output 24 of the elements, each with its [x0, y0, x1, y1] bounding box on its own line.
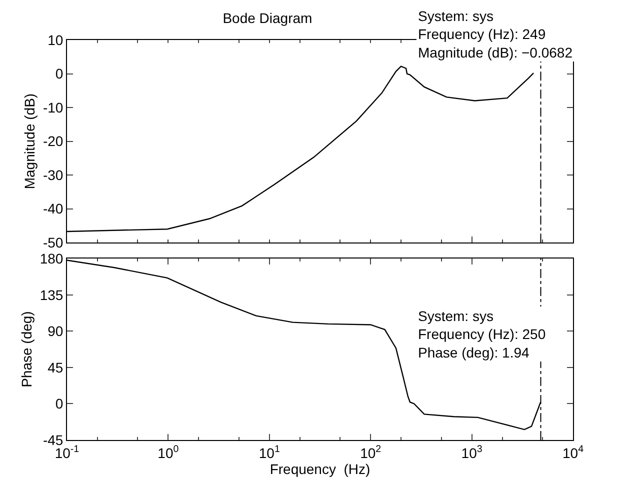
y-tick-label: 10 [48, 32, 64, 48]
x-tick-label: 10$^{4}$ [562, 444, 584, 461]
x-tick-label: 10$^{1}$ [258, 444, 280, 461]
y-tick-label: -30 [42, 166, 64, 183]
y-tick-label: -20 [42, 133, 64, 150]
y-tick-label: 90 [48, 323, 64, 340]
x-tick-label: 10$^{0}$ [158, 444, 180, 461]
x-axis-title: Frequency (Hz) [270, 461, 370, 478]
y-tick-label: -40 [42, 200, 64, 217]
y-axis-title: Phase (deg) [18, 311, 34, 388]
x-tick-label: 10$^{2}$ [360, 444, 382, 461]
y-tick-label: 0 [55, 396, 64, 412]
annotation: System: sys Frequency (Hz): 250 Phase (deg): 1.94 [418, 308, 546, 360]
y-axis-title: Magnitude (dB) [22, 93, 38, 190]
y-tick-label: -45 [42, 432, 64, 448]
y-tick-label: 0 [55, 66, 64, 82]
y-tick-label: 180 [40, 250, 64, 267]
y-tick-label: -50 [42, 234, 64, 251]
y-tick-label: 45 [48, 359, 64, 376]
annotation: System: sys Frequency (Hz): 249 Magnitude (dB): −0.0682 [418, 8, 573, 60]
chart-title: Bode Diagram [222, 10, 312, 26]
y-tick-label: -10 [42, 99, 64, 116]
x-tick-label: 10$^{3}$ [461, 444, 483, 461]
y-tick-label: 135 [40, 286, 64, 303]
